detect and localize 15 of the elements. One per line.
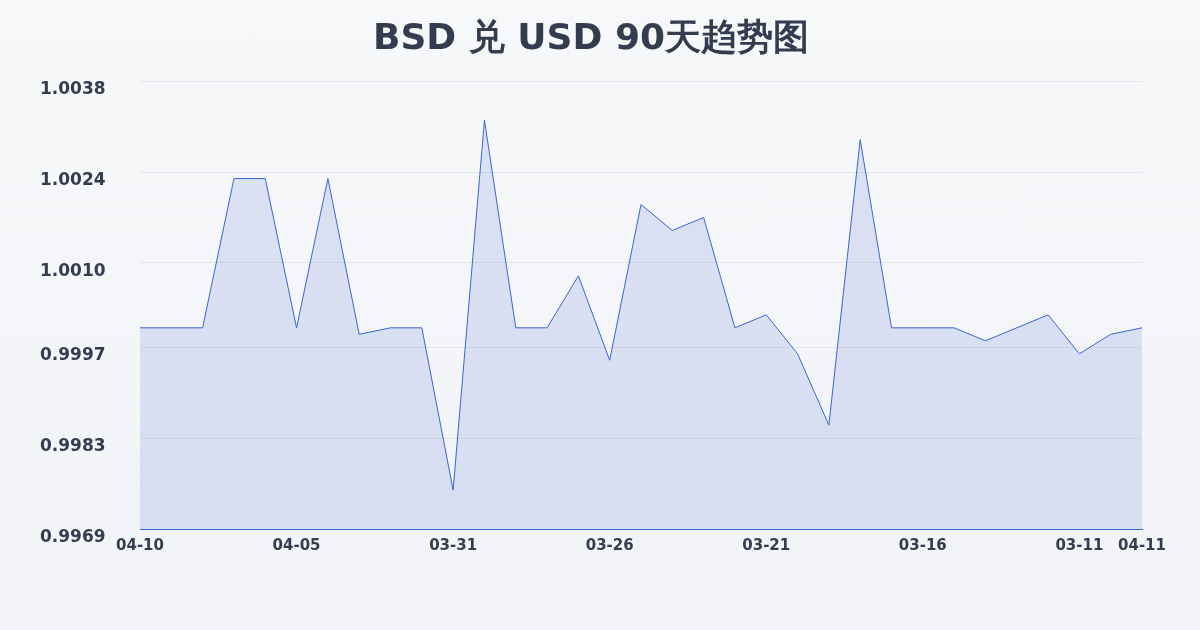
x-tick-label: 03-21	[742, 535, 791, 554]
x-tick-label: 04-10	[116, 535, 164, 554]
x-tick-label: 03-26	[585, 535, 634, 554]
chart-title: BSD 兑 USD 90天趋势图	[373, 15, 809, 57]
x-tick-label: 03-16	[898, 535, 947, 554]
x-tick-label: 04-05	[272, 535, 321, 554]
y-tick-label: 0.9983	[40, 435, 106, 456]
y-tick-label: 1.0010	[40, 259, 106, 280]
x-tick-label: 04-11	[1118, 535, 1166, 554]
y-tick-label: 1.0024	[40, 168, 106, 189]
y-tick-label: 1.0038	[40, 78, 106, 99]
x-tick-label: 03-31	[429, 535, 478, 554]
y-tick-label: 0.9997	[40, 344, 106, 365]
y-tick-label: 0.9969	[40, 525, 106, 546]
x-tick-label: 03-11	[1055, 535, 1104, 554]
